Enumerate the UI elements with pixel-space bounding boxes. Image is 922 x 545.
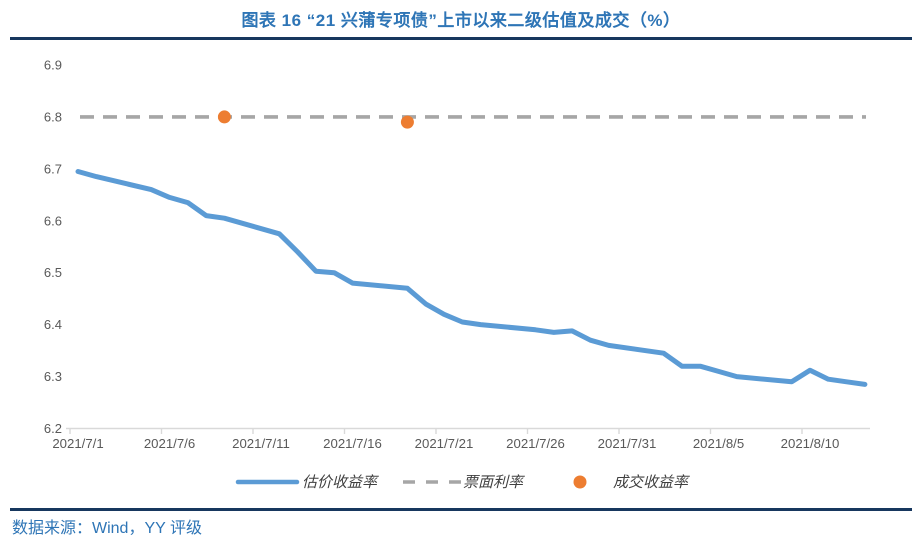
x-axis-tick-label: 2021/7/6 [144, 436, 195, 451]
y-axis-tick-label: 6.7 [44, 161, 62, 176]
y-axis-tick-label: 6.4 [44, 317, 62, 332]
legend-trade-label: 成交收益率 [613, 473, 690, 491]
x-axis-tick-label: 2021/8/5 [693, 436, 744, 451]
y-axis-tick-label: 6.9 [44, 58, 62, 73]
y-axis-tick-label: 6.2 [44, 421, 62, 436]
y-axis-tick-label: 6.8 [44, 109, 62, 124]
x-axis-tick-label: 2021/7/1 [52, 436, 103, 451]
x-axis-tick-label: 2021/7/21 [415, 436, 474, 451]
data-source-text: 数据来源：Wind，YY 评级 [12, 520, 202, 537]
x-axis-tick-label: 2021/7/11 [232, 436, 290, 451]
trade-yield-dot [400, 115, 414, 129]
x-axis-tick-label: 2021/7/31 [598, 436, 657, 451]
y-axis-tick-label: 6.5 [44, 265, 62, 280]
x-axis-tick-label: 2021/8/10 [781, 436, 840, 451]
x-axis-tick-label: 2021/7/16 [323, 436, 382, 451]
x-axis-tick-label: 2021/7/26 [506, 436, 565, 451]
legend-valuation-label: 估价收益率 [302, 473, 379, 491]
title-divider-line [10, 37, 912, 40]
valuation-yield-line [75, 169, 868, 387]
y-axis-tick-label: 6.3 [44, 369, 62, 384]
page-title: 图表 16 “21 兴蒲专项债”上市以来二级估值及成交（%） [241, 11, 681, 30]
y-axis-tick-label: 6.6 [44, 213, 62, 228]
legend-coupon-label: 票面利率 [463, 473, 525, 491]
trade-yield-dot [217, 110, 231, 124]
footer-divider-line [10, 508, 912, 511]
legend-trade-swatch [573, 475, 587, 489]
